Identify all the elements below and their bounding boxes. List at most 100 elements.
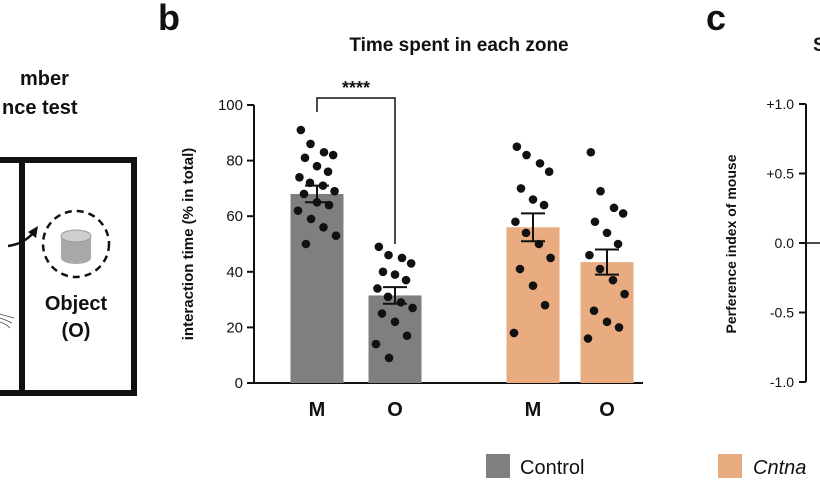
data-point (614, 323, 624, 332)
data-point (301, 239, 311, 249)
approach-arrow-head (28, 226, 38, 238)
legend-control-swatch (486, 454, 510, 478)
data-point (522, 150, 531, 160)
mouse-whiskers (0, 313, 15, 329)
data-point (408, 303, 417, 313)
panel-c-y-axis-label: Perference index of mouse (723, 154, 739, 333)
panel-c-title-fragment: S (813, 35, 820, 56)
data-point (512, 142, 522, 151)
data-point (509, 328, 519, 338)
x-tick-label: O (387, 399, 403, 421)
data-point (596, 186, 605, 196)
bar-0 (290, 193, 344, 383)
x-tick-label: M (525, 399, 542, 421)
data-point (528, 195, 538, 204)
data-point (535, 159, 545, 168)
data-point (589, 306, 599, 316)
data-point (544, 167, 554, 177)
x-tick-label: M (309, 399, 326, 421)
object-label-line1: Object (45, 293, 108, 315)
panel-c-y-tick-label: +1.0 (766, 96, 794, 112)
data-point (618, 209, 628, 218)
panel-c-y-tick-label: -0.5 (770, 305, 794, 321)
data-point (390, 270, 400, 279)
data-point (378, 267, 388, 277)
data-point (383, 292, 393, 302)
legend: Control Cntna (486, 454, 806, 479)
data-point (609, 203, 619, 213)
significance-line (316, 97, 396, 244)
data-point (511, 217, 520, 227)
data-point (319, 147, 329, 157)
chart-title: Time spent in each zone (349, 35, 568, 56)
data-point (295, 172, 304, 182)
data-point (331, 231, 341, 240)
data-point (521, 228, 531, 238)
data-point (595, 264, 605, 274)
panel-a: mber nce test Object (O) (0, 68, 137, 396)
data-point (585, 250, 594, 260)
chamber-outline (0, 157, 137, 396)
y-tick-label: 80 (226, 153, 243, 170)
y-tick-label: 40 (226, 264, 243, 281)
data-point (390, 317, 400, 327)
data-point (384, 353, 394, 363)
data-point (546, 253, 555, 263)
data-point (515, 264, 525, 274)
data-point (539, 200, 549, 210)
data-point (330, 186, 339, 196)
x-tick-label: O (599, 399, 615, 421)
panel-c-y-ticks: +1.0 +0.5 0.0 -0.5 -1.0 (766, 96, 806, 390)
data-point (312, 198, 322, 207)
data-point (602, 228, 612, 238)
y-ticks: 0 20 40 60 80 100 (218, 97, 254, 392)
legend-mutant-swatch (718, 454, 742, 478)
data-point (396, 298, 406, 307)
data-point (296, 125, 306, 135)
data-point (516, 184, 526, 193)
data-point (402, 331, 412, 341)
data-point (371, 339, 381, 349)
data-point (620, 289, 629, 299)
data-point (328, 150, 338, 160)
data-point (401, 275, 411, 285)
y-axis-label: interaction time (% in total) (180, 148, 197, 341)
panel-a-title-line2: nce test (2, 97, 78, 119)
panel-b-letter: b (158, 0, 180, 38)
y-tick-label: 100 (218, 97, 243, 114)
panel-c-y-tick-label: 0.0 (775, 235, 795, 251)
panel-c-y-tick-label: +0.5 (766, 166, 794, 182)
y-tick-label: 60 (226, 208, 243, 225)
data-point (534, 239, 544, 249)
data-point (306, 214, 316, 224)
data-point (608, 275, 618, 285)
data-point (583, 334, 593, 343)
data-point (586, 147, 596, 157)
data-point (374, 242, 384, 252)
data-point (590, 217, 600, 227)
data-point (300, 153, 310, 163)
object-zone-circle (41, 209, 111, 279)
data-point (312, 161, 322, 171)
data-point (397, 253, 407, 263)
panel-a-title-line1: mber (20, 68, 69, 90)
y-tick-label: 20 (226, 319, 243, 336)
data-point (406, 259, 416, 268)
y-tick-label: 0 (235, 375, 243, 392)
significance-bracket: **** (316, 78, 396, 244)
data-point (377, 309, 387, 318)
data-point (324, 200, 334, 210)
data-point (306, 139, 315, 149)
data-point (305, 178, 315, 188)
panel-c: c S Perference index of mouse +1.0 +0.5 0.… (706, 0, 820, 390)
data-point (299, 189, 309, 199)
data-point (293, 206, 303, 215)
panel-c-y-tick-label: -1.0 (770, 374, 794, 390)
data-point (602, 317, 612, 327)
legend-control-label: Control (520, 457, 584, 479)
data-point (319, 223, 328, 232)
legend-mutant-label: Cntna (753, 457, 806, 479)
data-point (528, 281, 538, 291)
